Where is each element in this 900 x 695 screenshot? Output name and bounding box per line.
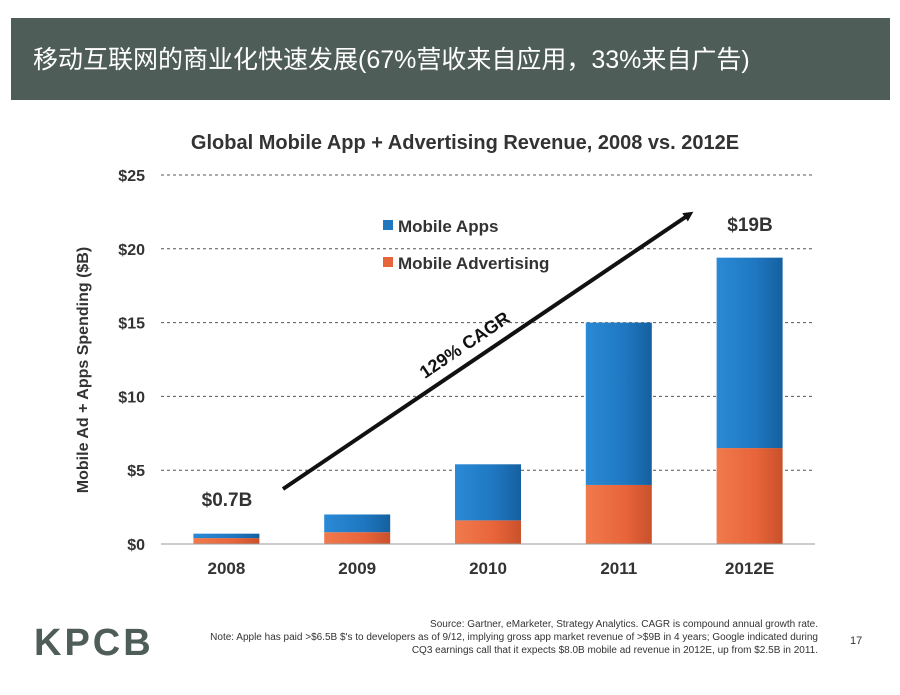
bars — [193, 257, 783, 544]
legend-swatch-mobile-apps — [383, 220, 393, 230]
bar-mobile-apps — [193, 533, 260, 539]
header-bar: 移动互联网的商业化快速发展(67%营收来自应用，33%来自广告) — [11, 18, 890, 100]
chart-title: Global Mobile App + Advertising Revenue,… — [191, 132, 739, 154]
last-total-label: $19B — [727, 215, 772, 236]
source-note: Source: Gartner, eMarketer, Strategy Ana… — [118, 618, 818, 657]
y-tick-label: $10 — [118, 389, 145, 406]
y-ticks: $0 $5 $10 $15 $20 $25 — [118, 168, 145, 554]
y-tick-label: $25 — [118, 168, 145, 185]
first-total-label: $0.7B — [202, 490, 253, 511]
x-tick-label: 2012E — [725, 559, 774, 578]
x-ticks: 2008 2009 2010 2011 2012E — [207, 559, 774, 578]
note-line-1: Note: Apple has paid >$6.5B $'s to devel… — [210, 632, 818, 643]
bar-mobile-apps — [716, 257, 783, 449]
bar-mobile-advertising — [193, 538, 260, 544]
y-tick-label: $15 — [118, 316, 145, 333]
cagr-arrow — [281, 211, 694, 491]
page-number: 17 — [850, 635, 863, 647]
y-tick-label: $5 — [127, 463, 145, 480]
legend-label-mobile-apps: Mobile Apps — [398, 217, 498, 236]
legend: Mobile Apps Mobile Advertising — [383, 217, 549, 273]
bar-mobile-apps — [585, 322, 652, 485]
bar-mobile-advertising — [324, 532, 391, 544]
y-tick-label: $0 — [127, 537, 145, 554]
bar-mobile-advertising — [585, 484, 652, 544]
x-tick-label: 2008 — [207, 559, 245, 578]
x-tick-label: 2009 — [338, 559, 376, 578]
kpcb-logo: KPCB — [34, 622, 154, 664]
x-tick-label: 2010 — [469, 559, 507, 578]
legend-label-mobile-advertising: Mobile Advertising — [398, 254, 549, 273]
y-axis-label: Mobile Ad + Apps Spending ($B) — [75, 247, 92, 493]
bar-mobile-advertising — [455, 520, 521, 544]
legend-swatch-mobile-advertising — [383, 257, 393, 267]
x-tick-label: 2011 — [600, 559, 637, 578]
bar-mobile-advertising — [716, 448, 783, 544]
bar-mobile-apps — [455, 464, 521, 521]
page-title: 移动互联网的商业化快速发展(67%营收来自应用，33%来自广告) — [33, 46, 750, 74]
note-line-2: CQ3 earnings call that it expects $8.0B … — [411, 645, 818, 656]
y-tick-label: $20 — [118, 242, 145, 259]
bar-mobile-apps — [324, 514, 391, 533]
source-line: Source: Gartner, eMarketer, Strategy Ana… — [430, 619, 818, 630]
